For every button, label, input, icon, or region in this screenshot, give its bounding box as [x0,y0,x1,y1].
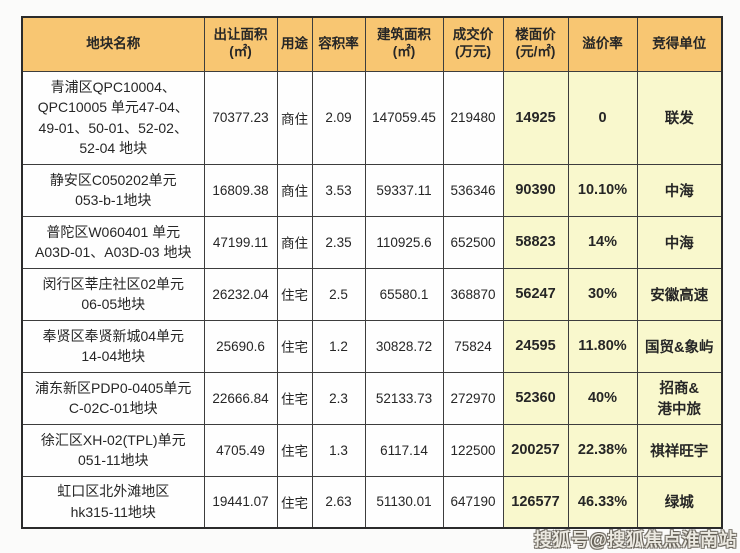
cell-premium-rate: 0 [567,70,638,165]
cell-parcel-name: 静安区C050202单元 053-b-1地块 [21,163,205,217]
column-header-built-area: 建筑面积 (㎡) [364,16,444,72]
cell-premium-rate: 14% [567,215,638,269]
cell-floor-price: 90390 [502,163,569,217]
cell-use: 商住 [276,163,313,217]
cell-deal-price: 647190 [442,475,504,529]
cell-built-area: 30828.72 [364,319,444,373]
column-header-deal-price: 成交价 (万元) [442,16,504,72]
cell-winner: 绿城 [636,475,723,529]
cell-use: 住宅 [276,423,313,477]
cell-built-area: 110925.6 [364,215,444,269]
cell-use: 住宅 [276,371,313,425]
table-row-minhang: 闵行区莘庄社区02单元 06-05地块 26232.04 住宅 2.5 6558… [21,267,723,321]
cell-premium-rate: 30% [567,267,638,321]
cell-winner: 中海 [636,163,723,217]
cell-transfer-area: 16809.38 [203,163,278,217]
sohu-watermark: 搜狐号@搜狐焦点淮南站 [533,530,737,550]
cell-floor-price: 14925 [502,70,569,165]
cell-use: 商住 [276,215,313,269]
cell-built-area: 51130.01 [364,475,444,529]
cell-premium-rate: 10.10% [567,163,638,217]
cell-floor-price: 200257 [502,423,569,477]
column-header-transfer-area: 出让面积 (㎡) [203,16,278,72]
cell-deal-price: 368870 [442,267,504,321]
land-transaction-table: 地块名称 出让面积 (㎡) 用途 容积率 建筑面积 (㎡) 成交价 (万元) 楼… [21,16,723,529]
cell-deal-price: 75824 [442,319,504,373]
cell-deal-price: 536346 [442,163,504,217]
cell-parcel-name: 闵行区莘庄社区02单元 06-05地块 [21,267,205,321]
cell-premium-rate: 46.33% [567,475,638,529]
cell-parcel-name: 青浦区QPC10004、 QPC10005 单元47-04、 49-01、50-… [21,70,205,165]
cell-transfer-area: 4705.49 [203,423,278,477]
cell-premium-rate: 22.38% [567,423,638,477]
cell-winner: 招商& 港中旅 [636,371,723,425]
cell-far: 1.2 [311,319,366,373]
cell-far: 1.3 [311,423,366,477]
cell-far: 2.3 [311,371,366,425]
cell-transfer-area: 70377.23 [203,70,278,165]
cell-built-area: 6117.14 [364,423,444,477]
table-row-putuo: 普陀区W060401 单元 A03D-01、A03D-03 地块 47199.1… [21,215,723,269]
cell-deal-price: 272970 [442,371,504,425]
cell-far: 3.53 [311,163,366,217]
cell-use: 住宅 [276,475,313,529]
cell-parcel-name: 普陀区W060401 单元 A03D-01、A03D-03 地块 [21,215,205,269]
column-header-premium-rate: 溢价率 [567,16,638,72]
cell-built-area: 65580.1 [364,267,444,321]
cell-use: 住宅 [276,319,313,373]
table-row-hongkou: 虹口区北外滩地区 hk315-11地块 19441.07 住宅 2.63 511… [21,475,723,529]
cell-use: 商住 [276,70,313,165]
cell-winner: 中海 [636,215,723,269]
cell-built-area: 52133.73 [364,371,444,425]
cell-transfer-area: 25690.6 [203,319,278,373]
cell-winner: 联发 [636,70,723,165]
table-row-xuhui: 徐汇区XH-02(TPL)单元 051-11地块 4705.49 住宅 1.3 … [21,423,723,477]
cell-premium-rate: 40% [567,371,638,425]
column-header-parcel-name: 地块名称 [21,16,205,72]
cell-far: 2.09 [311,70,366,165]
header-row: 地块名称 出让面积 (㎡) 用途 容积率 建筑面积 (㎡) 成交价 (万元) 楼… [21,16,723,72]
cell-premium-rate: 11.80% [567,319,638,373]
table-row-fengxian: 奉贤区奉贤新城04单元 14-04地块 25690.6 住宅 1.2 30828… [21,319,723,373]
cell-deal-price: 219480 [442,70,504,165]
column-header-winner: 竞得单位 [636,16,723,72]
column-header-floor-price: 楼面价 (元/㎡) [502,16,569,72]
cell-use: 住宅 [276,267,313,321]
cell-deal-price: 122500 [442,423,504,477]
cell-parcel-name: 徐汇区XH-02(TPL)单元 051-11地块 [21,423,205,477]
cell-far: 2.5 [311,267,366,321]
cell-winner: 安徽高速 [636,267,723,321]
cell-far: 2.63 [311,475,366,529]
column-header-use: 用途 [276,16,313,72]
cell-transfer-area: 19441.07 [203,475,278,529]
cell-floor-price: 56247 [502,267,569,321]
cell-floor-price: 52360 [502,371,569,425]
cell-floor-price: 58823 [502,215,569,269]
cell-built-area: 147059.45 [364,70,444,165]
cell-winner: 国贸&象屿 [636,319,723,373]
cell-built-area: 59337.11 [364,163,444,217]
cell-floor-price: 126577 [502,475,569,529]
cell-winner: 祺祥旺宇 [636,423,723,477]
table-row-pudong: 浦东新区PDP0-0405单元 C-02C-01地块 22666.84 住宅 2… [21,371,723,425]
cell-parcel-name: 奉贤区奉贤新城04单元 14-04地块 [21,319,205,373]
cell-transfer-area: 47199.11 [203,215,278,269]
cell-transfer-area: 22666.84 [203,371,278,425]
table-row-qingpu: 青浦区QPC10004、 QPC10005 单元47-04、 49-01、50-… [21,70,723,165]
cell-transfer-area: 26232.04 [203,267,278,321]
cell-far: 2.35 [311,215,366,269]
cell-parcel-name: 虹口区北外滩地区 hk315-11地块 [21,475,205,529]
table-row-jingan: 静安区C050202单元 053-b-1地块 16809.38 商住 3.53 … [21,163,723,217]
cell-parcel-name: 浦东新区PDP0-0405单元 C-02C-01地块 [21,371,205,425]
column-header-far: 容积率 [311,16,366,72]
cell-floor-price: 24595 [502,319,569,373]
cell-deal-price: 652500 [442,215,504,269]
